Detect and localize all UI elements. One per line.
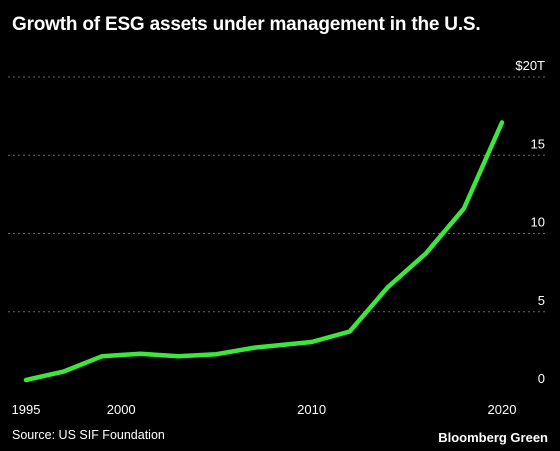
x-axis-ticks: 1995 2000 2010 2020 (12, 402, 517, 417)
x-tick-label: 2000 (107, 402, 136, 417)
y-tick-label: 0 (538, 371, 545, 386)
x-tick-label: 2020 (488, 402, 517, 417)
y-tick-label: $20T (515, 58, 545, 73)
x-tick-label: 2010 (297, 402, 326, 417)
brand-logo: Bloomberg Green (438, 430, 548, 445)
y-tick-label: 5 (538, 293, 545, 308)
y-tick-label: 15 (531, 136, 545, 151)
source-note: Source: US SIF Foundation (12, 428, 165, 442)
series-line (23, 120, 505, 383)
y-axis-ticks: 0 5 10 15 $20T (515, 58, 545, 386)
x-tick-label: 1995 (12, 402, 41, 417)
series-lines (23, 120, 505, 383)
y-tick-label: 10 (531, 215, 545, 230)
grid-lines (8, 76, 548, 313)
chart-title: Growth of ESG assets under management in… (12, 14, 481, 35)
